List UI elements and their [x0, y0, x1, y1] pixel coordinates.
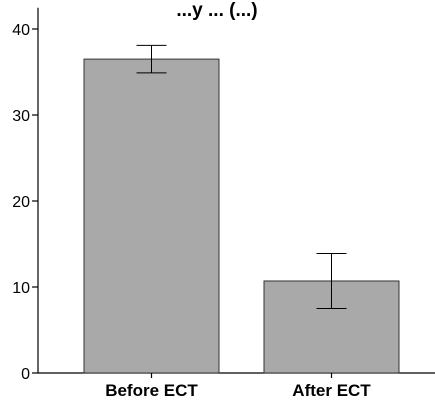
bar-before-ect: [83, 58, 220, 374]
x-category-label: After ECT: [292, 381, 371, 400]
y-tick-label: 20: [12, 194, 30, 211]
plot-area: 0 10 20 30 40 Before ECT After ECT: [12, 7, 435, 400]
chart-title: ...y ... (...): [176, 0, 257, 21]
y-tick-label: 40: [12, 22, 30, 39]
y-tick-label: 10: [12, 280, 30, 297]
y-tick-label: 0: [21, 366, 30, 383]
x-category-label: Before ECT: [105, 381, 198, 400]
y-tick-label: 30: [12, 108, 30, 125]
